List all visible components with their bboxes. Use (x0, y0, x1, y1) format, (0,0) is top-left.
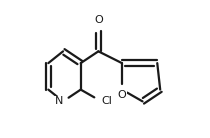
Text: Cl: Cl (101, 96, 112, 106)
Text: O: O (94, 15, 103, 25)
Text: O: O (118, 90, 126, 100)
Text: N: N (55, 96, 63, 106)
